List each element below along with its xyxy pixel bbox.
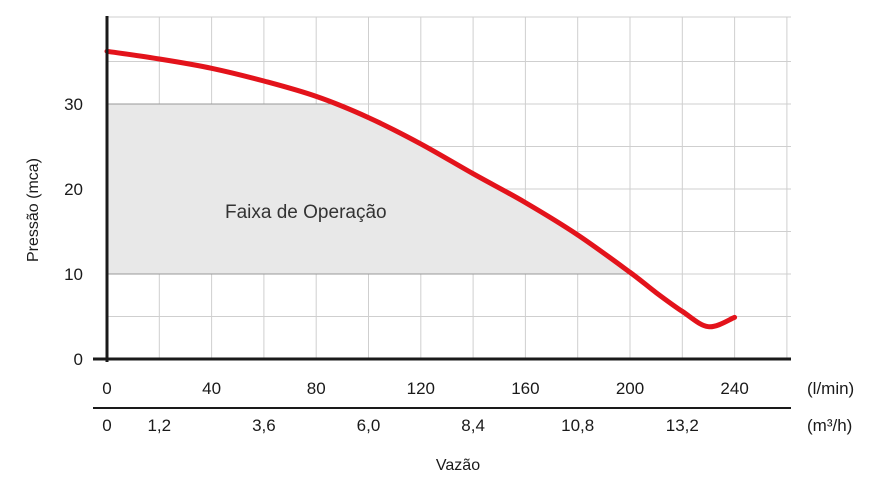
- pressure-curve: [104, 48, 738, 330]
- x-tick-label-lmin: 160: [511, 379, 539, 398]
- x-unit-primary: (l/min): [807, 379, 854, 398]
- x-tick-label-m3h: 3,6: [252, 416, 276, 435]
- x-tick-label-lmin: 120: [407, 379, 435, 398]
- y-axis-title: Pressão (mca): [25, 158, 42, 262]
- x-tick-label-lmin: 240: [720, 379, 748, 398]
- y-tick-label: 0: [74, 350, 83, 369]
- x-tick-label-m3h: 6,0: [357, 416, 381, 435]
- x-tick-label-m3h: 8,4: [461, 416, 485, 435]
- x-tick-label-m3h: 0: [102, 416, 111, 435]
- y-tick-label: 30: [64, 95, 83, 114]
- x-tick-label-lmin: 40: [202, 379, 221, 398]
- operating-range-label: Faixa de Operação: [225, 202, 387, 223]
- y-tick-labels: 0 10 20 30: [64, 95, 83, 369]
- x-tick-labels-m3h: 0 1,2 3,6 6,0 8,4 10,8 13,2: [102, 416, 699, 435]
- y-tick-label: 10: [64, 265, 83, 284]
- x-tick-label-m3h: 10,8: [561, 416, 594, 435]
- x-axis-title: Vazão: [436, 457, 480, 474]
- y-tick-label: 20: [64, 180, 83, 199]
- x-tick-label-lmin: 200: [616, 379, 644, 398]
- x-tick-labels-lmin: 0 40 80 120 160 200 240: [102, 379, 749, 398]
- x-unit-secondary: (m³/h): [807, 416, 852, 435]
- x-tick-label-lmin: 80: [307, 379, 326, 398]
- x-tick-label-m3h: 1,2: [147, 416, 171, 435]
- x-tick-label-lmin: 0: [102, 379, 111, 398]
- x-tick-label-m3h: 13,2: [666, 416, 699, 435]
